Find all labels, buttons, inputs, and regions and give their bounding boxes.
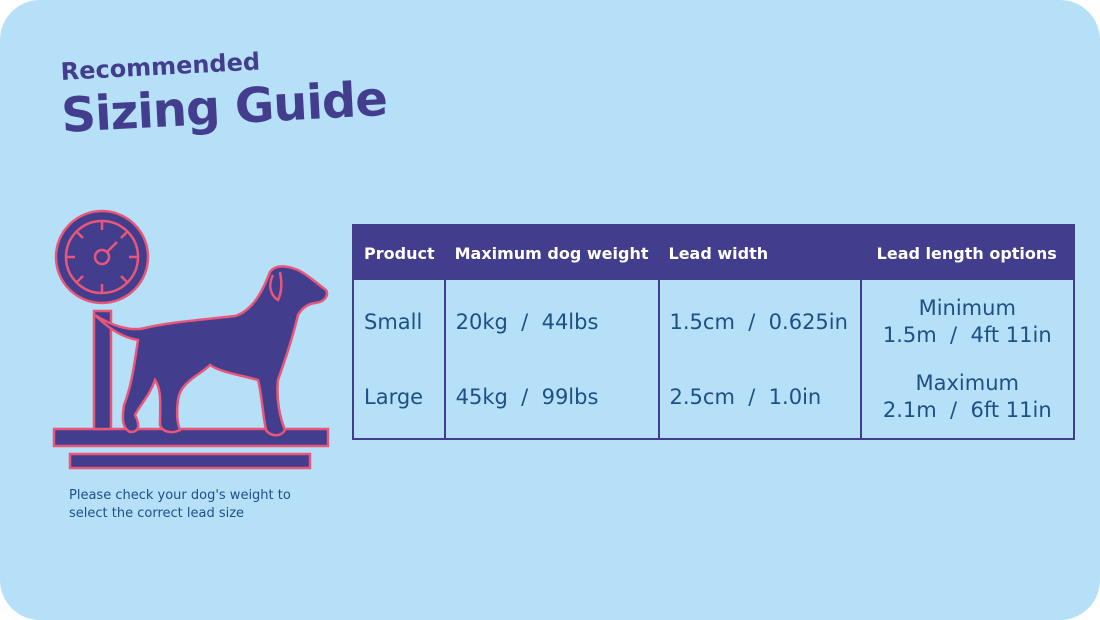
width-small: 1.5cm / 0.625in <box>669 309 848 334</box>
product-large: Large <box>364 384 424 409</box>
length-minimum-label: Minimum <box>918 295 1016 320</box>
length-maximum-value: 2.1m / 6ft 11in <box>882 397 1052 422</box>
weight-small: 20kg / 44lbs <box>455 309 599 334</box>
dog-on-scale-icon <box>52 209 330 470</box>
header-product: Product <box>353 225 445 280</box>
header-lead-width: Lead width <box>658 225 861 280</box>
length-maximum-label: Maximum <box>915 370 1019 395</box>
product-small: Small <box>364 309 423 334</box>
table-header-row: Product Maximum dog weight Lead width Le… <box>353 225 1074 280</box>
header-max-weight: Maximum dog weight <box>444 225 659 280</box>
sizing-table: Product Maximum dog weight Lead width Le… <box>352 224 1075 440</box>
header-lead-length: Lead length options <box>860 225 1074 280</box>
table-row: Small Large 20kg / 44lbs 45kg / 99lbs 1.… <box>353 280 1074 439</box>
width-large: 2.5cm / 1.0in <box>669 384 822 409</box>
length-minimum-value: 1.5m / 4ft 11in <box>882 322 1052 347</box>
length-maximum: Maximum 2.1m / 6ft 11in <box>872 370 1064 424</box>
weight-note: Please check your dog's weight to select… <box>69 488 291 521</box>
length-minimum: Minimum 1.5m / 4ft 11in <box>872 295 1064 349</box>
weight-large: 45kg / 99lbs <box>455 384 599 409</box>
